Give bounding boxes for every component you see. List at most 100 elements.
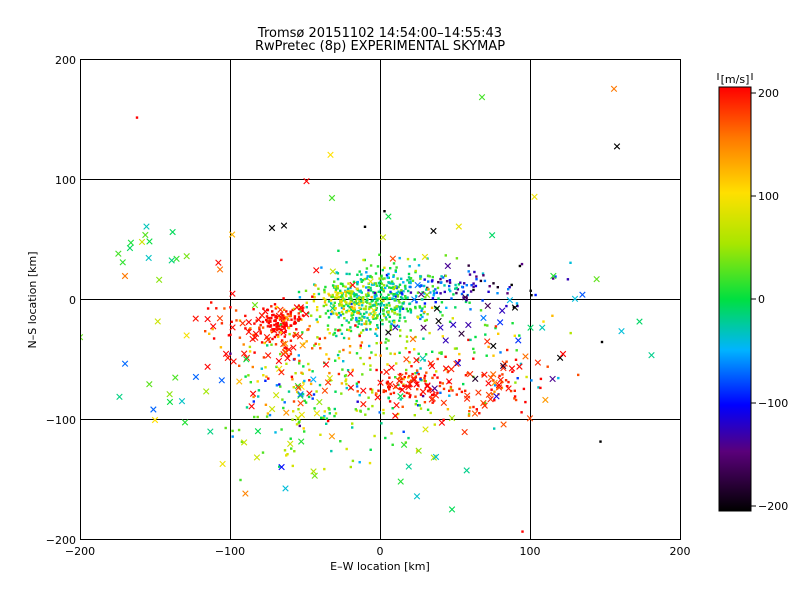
data-point-dot xyxy=(423,292,426,295)
data-point-dot xyxy=(385,284,389,287)
data-point-dot xyxy=(431,376,434,380)
data-point-dot xyxy=(375,303,378,307)
data-point-dot xyxy=(402,290,405,293)
data-point-dot xyxy=(518,334,521,337)
data-point-dot xyxy=(262,307,265,310)
data-point-dot xyxy=(330,295,333,298)
data-point-dot xyxy=(460,292,464,296)
data-point-cross xyxy=(515,337,522,344)
data-point-dot xyxy=(397,290,400,293)
data-point-dot xyxy=(383,210,386,213)
data-point-cross xyxy=(145,254,152,262)
data-point-dot xyxy=(352,291,355,295)
data-point-dot xyxy=(351,316,354,320)
data-point-dot xyxy=(328,371,331,375)
data-point-dot xyxy=(404,295,407,298)
data-point-dot xyxy=(400,289,403,292)
data-point-cross xyxy=(283,409,290,416)
data-point-cross xyxy=(215,259,222,266)
data-point-dot xyxy=(497,332,500,335)
data-point-dot xyxy=(352,310,355,314)
data-point-dot xyxy=(600,340,604,344)
data-point-dot xyxy=(279,385,282,388)
data-point-cross xyxy=(490,371,497,378)
data-point-dot xyxy=(393,308,396,311)
data-point-cross xyxy=(276,365,283,372)
data-point-dot xyxy=(263,341,266,345)
data-point-cross xyxy=(192,373,200,381)
data-point-dot xyxy=(390,292,393,295)
data-point-dot xyxy=(347,282,350,285)
data-point-cross xyxy=(500,421,507,428)
data-point-dot xyxy=(488,285,491,288)
data-point-dot xyxy=(385,303,388,306)
colorbar-tick-label: −200 xyxy=(758,500,788,513)
data-point-cross xyxy=(430,454,438,461)
data-point-dot xyxy=(346,291,349,294)
x-axis-title: E–W location [km] xyxy=(330,560,430,573)
data-point-dot xyxy=(440,351,443,354)
data-point-cross xyxy=(480,399,487,407)
data-point-dot xyxy=(408,351,411,354)
data-point-dot xyxy=(414,305,417,309)
data-point-dot xyxy=(325,303,328,307)
data-point-dot xyxy=(244,327,247,330)
data-point-cross xyxy=(280,222,288,229)
data-point-cross xyxy=(556,354,564,361)
data-point-dot xyxy=(358,296,361,299)
data-point-cross xyxy=(696,317,702,323)
data-point-cross xyxy=(610,85,618,92)
data-point-dot xyxy=(336,353,340,357)
data-point-cross xyxy=(81,334,84,341)
data-point-dot xyxy=(431,279,434,282)
data-point-dot xyxy=(370,276,374,279)
data-point-dot xyxy=(365,295,368,298)
data-point-dot xyxy=(387,301,391,305)
data-point-dot xyxy=(367,407,370,411)
data-point-dot xyxy=(223,307,226,310)
data-point-dot xyxy=(341,368,344,371)
data-point-dot xyxy=(411,372,414,376)
data-point-dot xyxy=(289,312,292,316)
data-point-dot xyxy=(307,311,310,315)
data-point-dot xyxy=(358,306,361,309)
data-point-dot xyxy=(393,319,396,322)
data-point-dot xyxy=(349,326,352,329)
data-point-dot xyxy=(445,280,449,283)
data-point-dot xyxy=(277,327,280,330)
data-point-cross xyxy=(116,393,123,400)
data-point-cross xyxy=(329,305,336,312)
data-point-dot xyxy=(374,272,378,275)
data-point-dot xyxy=(335,334,338,338)
data-point-cross xyxy=(216,266,224,273)
data-point-dot xyxy=(373,296,376,299)
data-point-dot xyxy=(249,327,252,330)
data-point-dot xyxy=(369,364,372,367)
data-point-dot xyxy=(368,302,372,306)
data-point-dot xyxy=(356,325,359,329)
data-point-cross xyxy=(481,371,488,378)
data-point-cross xyxy=(268,224,276,232)
data-point-cross xyxy=(119,259,126,266)
chart-title: Tromsø 20151102 14:54:00–14:55:43 xyxy=(257,26,503,41)
data-point-dot xyxy=(297,354,300,357)
data-point-cross xyxy=(253,454,261,461)
data-point-dot xyxy=(391,407,394,410)
data-point-dot xyxy=(368,306,371,309)
data-point-dot xyxy=(300,371,303,374)
data-point-cross xyxy=(321,387,329,394)
data-point-cross xyxy=(464,392,471,399)
data-point-dot xyxy=(345,386,348,390)
data-point-dot xyxy=(339,440,342,443)
data-point-cross xyxy=(506,297,514,304)
data-point-dot xyxy=(276,334,280,337)
data-point-dot xyxy=(265,315,269,318)
data-point-dot xyxy=(464,300,468,304)
data-point-dot xyxy=(215,307,218,310)
data-point-dot xyxy=(398,387,401,391)
data-point-cross xyxy=(423,291,431,299)
data-point-dot xyxy=(435,291,438,294)
data-point-dot xyxy=(423,310,426,314)
data-point-dot xyxy=(333,280,336,283)
data-point-cross xyxy=(328,433,336,440)
